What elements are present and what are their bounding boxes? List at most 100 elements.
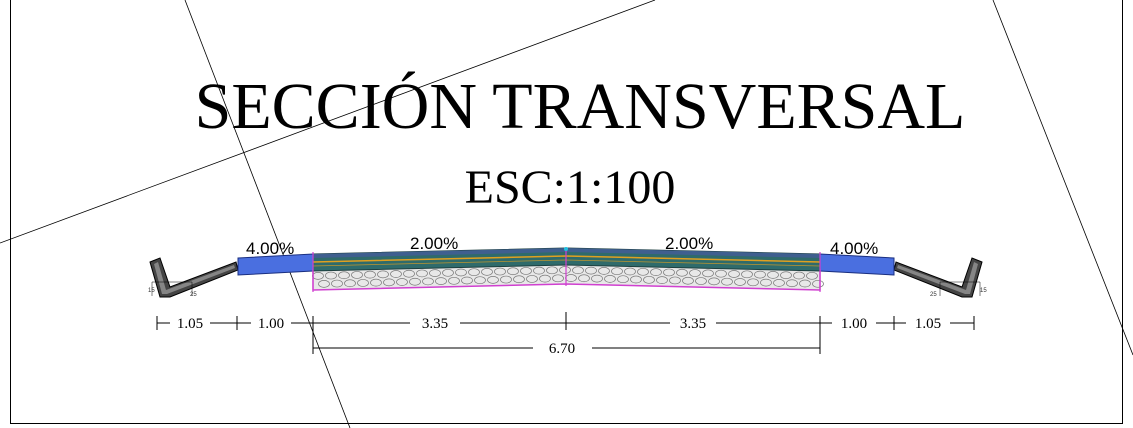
gravel-stone (786, 279, 798, 288)
gravel-stone (715, 269, 727, 278)
gravel-stone (572, 266, 584, 275)
gravel-stone (390, 270, 402, 278)
reference-line-2 (0, 0, 656, 244)
dim-left-cuneta: 1.05 (177, 316, 203, 332)
gravel-stone (637, 267, 649, 276)
gravel-stone (682, 276, 694, 285)
gravel-stone (780, 271, 792, 280)
gravel-stone (747, 278, 759, 287)
gravel-stone (676, 268, 688, 277)
slope-right-berm: 4.00% (830, 239, 878, 258)
gravel-stone (559, 266, 571, 274)
reference-line-1 (184, 0, 351, 428)
sheet-border (10, 0, 1123, 424)
gravel-stone (663, 268, 675, 277)
gravel-stone (468, 268, 480, 277)
reference-line-3 (992, 0, 1133, 356)
slope-left-berm: 4.00% (246, 239, 294, 258)
gravel-stone (494, 267, 506, 276)
dim-left-berma: 1.00 (258, 316, 284, 332)
gravel-stone (416, 269, 428, 278)
slope-left-lane: 2.00% (410, 234, 458, 253)
gravel-stone (461, 276, 473, 285)
gravel-stone (689, 269, 701, 277)
gravel-stone (721, 277, 733, 286)
gravel-stone (357, 279, 369, 287)
gravel-stone (351, 271, 363, 279)
left-ditch: 15 25 (148, 257, 239, 298)
gravel-stone (338, 271, 350, 280)
gravel-stone (507, 267, 519, 276)
gravel-stone (533, 266, 545, 275)
gravel-stone (734, 278, 746, 286)
gravel-stone (364, 270, 376, 279)
right-ditch-label-1: 25 (930, 292, 937, 298)
gravel-stone (760, 278, 772, 287)
gravel-stone (578, 274, 590, 283)
dim-right-cuneta: 1.05 (915, 316, 941, 332)
gravel-stone (481, 268, 493, 276)
gravel-stone (708, 277, 720, 286)
gravel-stone (396, 278, 408, 286)
dimension-lines (156, 312, 975, 354)
gravel-stone (383, 278, 395, 287)
left-ditch-label-2: 25 (190, 292, 197, 298)
gravel-stone (409, 277, 421, 286)
gravel-stone (325, 271, 337, 280)
gravel-stone (767, 271, 779, 279)
gravel-stone (370, 278, 382, 287)
gravel-stone (552, 274, 564, 283)
slope-right-lane: 2.00% (665, 234, 713, 253)
gravel-stone (442, 268, 454, 277)
gravel-stone (403, 269, 415, 278)
pavement-layers (312, 247, 821, 292)
right-ditch: 25 15 (893, 257, 987, 298)
gravel-stone (617, 275, 629, 284)
gravel-stone (539, 274, 551, 283)
gravel-stone (377, 270, 389, 279)
gravel-stone (604, 275, 616, 283)
gravel-stone (650, 268, 662, 276)
gravel-stone (799, 279, 811, 288)
gravel-stone (611, 267, 623, 276)
gravel-stone (546, 266, 558, 275)
gravel-stone (455, 268, 467, 277)
gravel-stone (487, 276, 499, 284)
drawing-title: SECCIÓN TRANSVERSAL (195, 70, 966, 143)
gravel-stone (429, 269, 441, 277)
right-ditch-label-2: 15 (980, 288, 987, 294)
gravel-stone (598, 267, 610, 275)
gravel-stone (728, 270, 740, 278)
gravel-stone (448, 276, 460, 285)
dim-left-carril: 3.35 (422, 316, 448, 332)
gravel-stone (773, 279, 785, 287)
gravel-stone (422, 277, 434, 286)
gravel-stone (643, 275, 655, 284)
gravel-stone (344, 279, 356, 288)
gravel-stone (754, 270, 766, 279)
gravel-stone (474, 276, 486, 285)
gravel-stone (526, 275, 538, 283)
gravel-stone (500, 275, 512, 284)
left-ditch-label-1: 15 (148, 288, 155, 294)
drawing-scale: ESC:1:100 (465, 161, 676, 214)
gravel-stone (656, 276, 668, 284)
gravel-stone (630, 275, 642, 284)
gravel-stone (806, 271, 818, 280)
gravel-stone (793, 271, 805, 280)
dim-right-carril: 3.35 (680, 316, 706, 332)
gravel-stone (702, 269, 714, 278)
gravel-stone (669, 276, 681, 285)
gravel-stone (331, 279, 343, 288)
gravel-stone (585, 266, 597, 275)
dim-right-berma: 1.00 (841, 316, 867, 332)
gravel-stone (318, 280, 330, 288)
gravel-stone (591, 274, 603, 283)
dim-total: 6.70 (549, 341, 575, 357)
gravel-stone (812, 279, 824, 288)
gravel-stone (520, 267, 532, 275)
gravel-stone (435, 277, 447, 285)
gravel-stone (513, 275, 525, 284)
gravel-stone (741, 270, 753, 279)
